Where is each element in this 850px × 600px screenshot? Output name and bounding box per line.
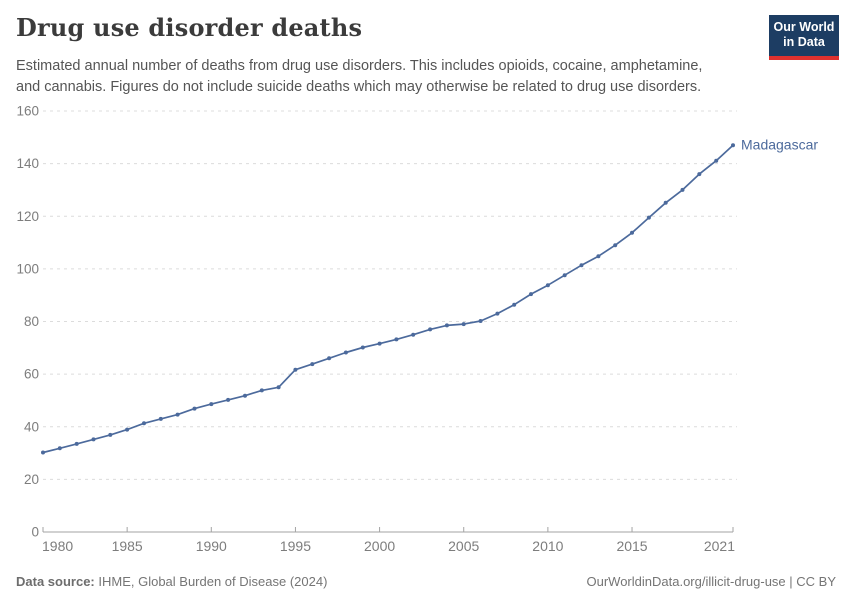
data-point[interactable] bbox=[411, 332, 416, 337]
data-point[interactable] bbox=[158, 416, 163, 421]
data-point[interactable] bbox=[343, 350, 348, 355]
y-tick-label: 40 bbox=[24, 419, 39, 434]
chart-footer: Data source: IHME, Global Burden of Dise… bbox=[16, 574, 836, 589]
data-point[interactable] bbox=[562, 273, 567, 278]
data-point[interactable] bbox=[545, 283, 550, 288]
data-point[interactable] bbox=[697, 172, 702, 177]
data-point[interactable] bbox=[663, 200, 668, 205]
data-point[interactable] bbox=[293, 367, 298, 372]
data-point[interactable] bbox=[478, 319, 483, 323]
data-point[interactable] bbox=[714, 158, 719, 163]
data-point[interactable] bbox=[276, 385, 281, 390]
x-tick-label: 1980 bbox=[42, 538, 73, 554]
chart-title: Drug use disorder deaths bbox=[16, 13, 363, 42]
chart-subtitle: Estimated annual number of deaths from d… bbox=[16, 58, 703, 95]
data-point[interactable] bbox=[428, 327, 433, 332]
data-point[interactable] bbox=[192, 406, 197, 411]
x-tick-label: 2010 bbox=[532, 538, 563, 554]
y-tick-label: 160 bbox=[16, 104, 39, 119]
data-point[interactable] bbox=[226, 397, 231, 402]
data-point[interactable] bbox=[680, 187, 685, 192]
data-point[interactable] bbox=[444, 323, 449, 328]
y-tick-label: 100 bbox=[16, 261, 39, 276]
y-tick-label: 80 bbox=[24, 314, 39, 329]
x-tick-label: 1985 bbox=[112, 538, 143, 554]
x-tick-label: 2000 bbox=[364, 538, 395, 554]
data-point[interactable] bbox=[731, 143, 735, 148]
data-point[interactable] bbox=[646, 215, 651, 220]
data-point[interactable] bbox=[512, 302, 517, 307]
data-point[interactable] bbox=[142, 421, 146, 426]
series-line[interactable] bbox=[42, 144, 734, 454]
data-point[interactable] bbox=[394, 337, 399, 342]
y-tick-label: 60 bbox=[24, 367, 39, 382]
data-point[interactable] bbox=[613, 243, 618, 248]
x-tick-label: 2005 bbox=[448, 538, 479, 554]
data-point[interactable] bbox=[125, 427, 130, 432]
x-tick-label: 2015 bbox=[616, 538, 647, 554]
data-point[interactable] bbox=[310, 362, 315, 367]
footer-link[interactable]: OurWorldinData.org/illicit-drug-use | CC… bbox=[586, 574, 837, 589]
y-tick-label: 120 bbox=[16, 209, 39, 224]
data-point[interactable] bbox=[175, 412, 180, 417]
data-point[interactable] bbox=[596, 254, 601, 259]
data-point[interactable] bbox=[360, 345, 365, 350]
x-tick-label: 1995 bbox=[280, 538, 311, 554]
data-point[interactable] bbox=[495, 311, 500, 316]
data-point[interactable] bbox=[209, 402, 214, 407]
data-point[interactable] bbox=[529, 292, 533, 297]
data-source: Data source: IHME, Global Burden of Dise… bbox=[16, 574, 327, 589]
data-point[interactable] bbox=[579, 263, 584, 268]
owid-logo-text: Our World in Data bbox=[773, 20, 835, 49]
y-tick-label: 20 bbox=[24, 472, 39, 487]
data-point[interactable] bbox=[108, 432, 113, 437]
x-tick-label: 2021 bbox=[704, 538, 735, 554]
data-point[interactable] bbox=[327, 356, 332, 361]
y-tick-label: 0 bbox=[31, 525, 39, 540]
series-label[interactable]: Madagascar bbox=[741, 137, 818, 153]
data-point[interactable] bbox=[461, 322, 466, 327]
data-point[interactable] bbox=[630, 230, 634, 235]
data-point[interactable] bbox=[57, 446, 62, 451]
data-source-label: Data source: bbox=[16, 574, 95, 589]
owid-logo[interactable]: Our World in Data bbox=[769, 15, 839, 60]
data-point[interactable] bbox=[377, 341, 382, 346]
data-source-text: IHME, Global Burden of Disease (2024) bbox=[94, 574, 328, 589]
x-tick-label: 1990 bbox=[196, 538, 227, 554]
data-point[interactable] bbox=[74, 441, 79, 446]
data-point[interactable] bbox=[41, 450, 45, 455]
data-point[interactable] bbox=[243, 393, 247, 398]
y-tick-label: 140 bbox=[16, 156, 39, 171]
data-point[interactable] bbox=[91, 437, 96, 442]
data-point[interactable] bbox=[259, 388, 264, 393]
